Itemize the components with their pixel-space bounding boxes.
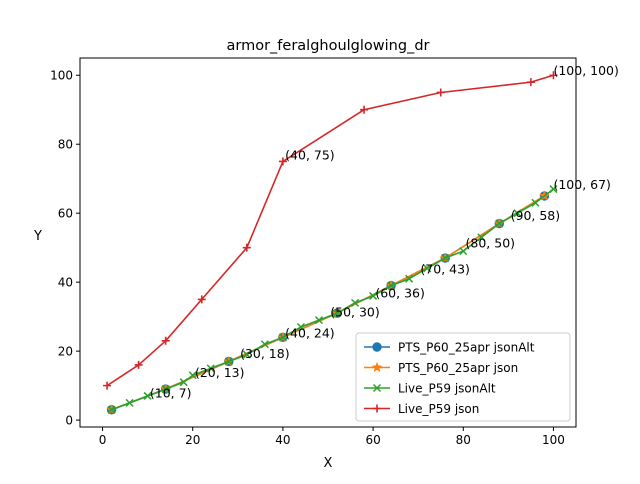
series-2-point — [107, 405, 116, 414]
series-2-point — [188, 371, 197, 380]
point-annotation: (50, 30) — [330, 305, 380, 320]
series-2-point — [423, 264, 432, 273]
series-2-point — [179, 378, 188, 387]
series-2-point — [278, 333, 287, 342]
series-2-point — [531, 198, 540, 207]
legend-box — [355, 332, 571, 422]
series-2-point — [242, 350, 251, 359]
y-tick-label: 0 — [65, 414, 73, 428]
series-3-point — [242, 243, 251, 252]
series-2-point — [125, 398, 134, 407]
point-annotation: (30, 18) — [240, 346, 290, 361]
series-3-point — [197, 295, 206, 304]
point-annotation: (60, 36) — [375, 286, 425, 301]
point-annotation: (40, 24) — [285, 325, 335, 340]
y-tick-label: 20 — [58, 345, 73, 359]
series-line-3 — [106, 74, 554, 387]
point-annotation: (90, 58) — [511, 208, 561, 223]
y-tick-label: 100 — [50, 69, 73, 83]
series-2-point — [495, 219, 504, 228]
x-tick-label: 0 — [99, 433, 107, 447]
series-2-point — [405, 274, 414, 283]
y-tick-label: 40 — [58, 276, 73, 290]
legend: PTS_P60_25apr jsonAlt PTS_P60_25apr json L… — [355, 332, 571, 422]
series-2-point — [296, 322, 305, 332]
series-2-point — [513, 209, 522, 218]
series-2-point — [314, 316, 324, 325]
series-2-point — [143, 391, 152, 400]
y-tick-label: 80 — [58, 138, 73, 152]
point-annotation: (40, 75) — [285, 148, 335, 163]
series-2-point — [369, 291, 378, 300]
point-annotation: (20, 13) — [195, 365, 245, 380]
legend-label: Live_P59 jsonAlt — [398, 382, 496, 396]
point-annotation: (100, 100) — [553, 63, 618, 78]
point-annotation: (70, 43) — [420, 262, 470, 277]
x-tick-label: 80 — [456, 433, 471, 447]
series-2-point — [549, 185, 558, 194]
y-axis-label: Y — [33, 229, 42, 244]
legend-label: PTS_P60_25apr jsonAlt — [398, 341, 535, 355]
series-3-point — [526, 78, 535, 87]
chart-title: armor_feralghoulglowing_dr — [227, 38, 430, 54]
series-3-point — [436, 88, 445, 97]
x-tick-label: 60 — [365, 433, 380, 447]
legend-marker — [373, 404, 381, 413]
series-3-point — [161, 336, 170, 345]
y-tick-label: 60 — [58, 207, 73, 221]
series-3-point — [278, 157, 287, 166]
point-annotation: (100, 67) — [553, 177, 610, 192]
series-3-point — [360, 105, 369, 114]
x-tick-label: 20 — [185, 433, 200, 447]
series-2-point — [477, 233, 486, 242]
point-annotation: (10, 7) — [150, 386, 192, 401]
series-2-point — [441, 253, 450, 263]
series-2-point — [387, 281, 396, 290]
series-2-point — [459, 247, 468, 256]
series-2-point — [206, 364, 215, 373]
series-3-point — [134, 360, 143, 369]
series-2-point — [224, 357, 233, 366]
legend-label: Live_P59 json — [398, 402, 479, 416]
point-annotation: (80, 50) — [466, 236, 516, 251]
series-2-point — [332, 309, 342, 318]
series-2-point — [351, 298, 360, 307]
series-2-point — [260, 340, 269, 349]
legend-marker — [372, 383, 382, 393]
x-axis-label: X — [324, 456, 333, 471]
series-3-point — [103, 381, 112, 390]
plot-area: 0 20 40 60 80 100 0 20 40 60 80 100 (10, 7)(20, 13) (… — [50, 57, 619, 447]
plot-frame — [79, 57, 577, 428]
x-tick-label: 40 — [275, 433, 290, 447]
series-3-point — [549, 71, 558, 80]
legend-marker — [371, 361, 383, 373]
series-2-point — [161, 385, 170, 394]
legend-label: PTS_P60_25apr json — [398, 361, 518, 375]
legend-marker — [372, 342, 382, 352]
x-tick-label: 100 — [542, 433, 565, 447]
